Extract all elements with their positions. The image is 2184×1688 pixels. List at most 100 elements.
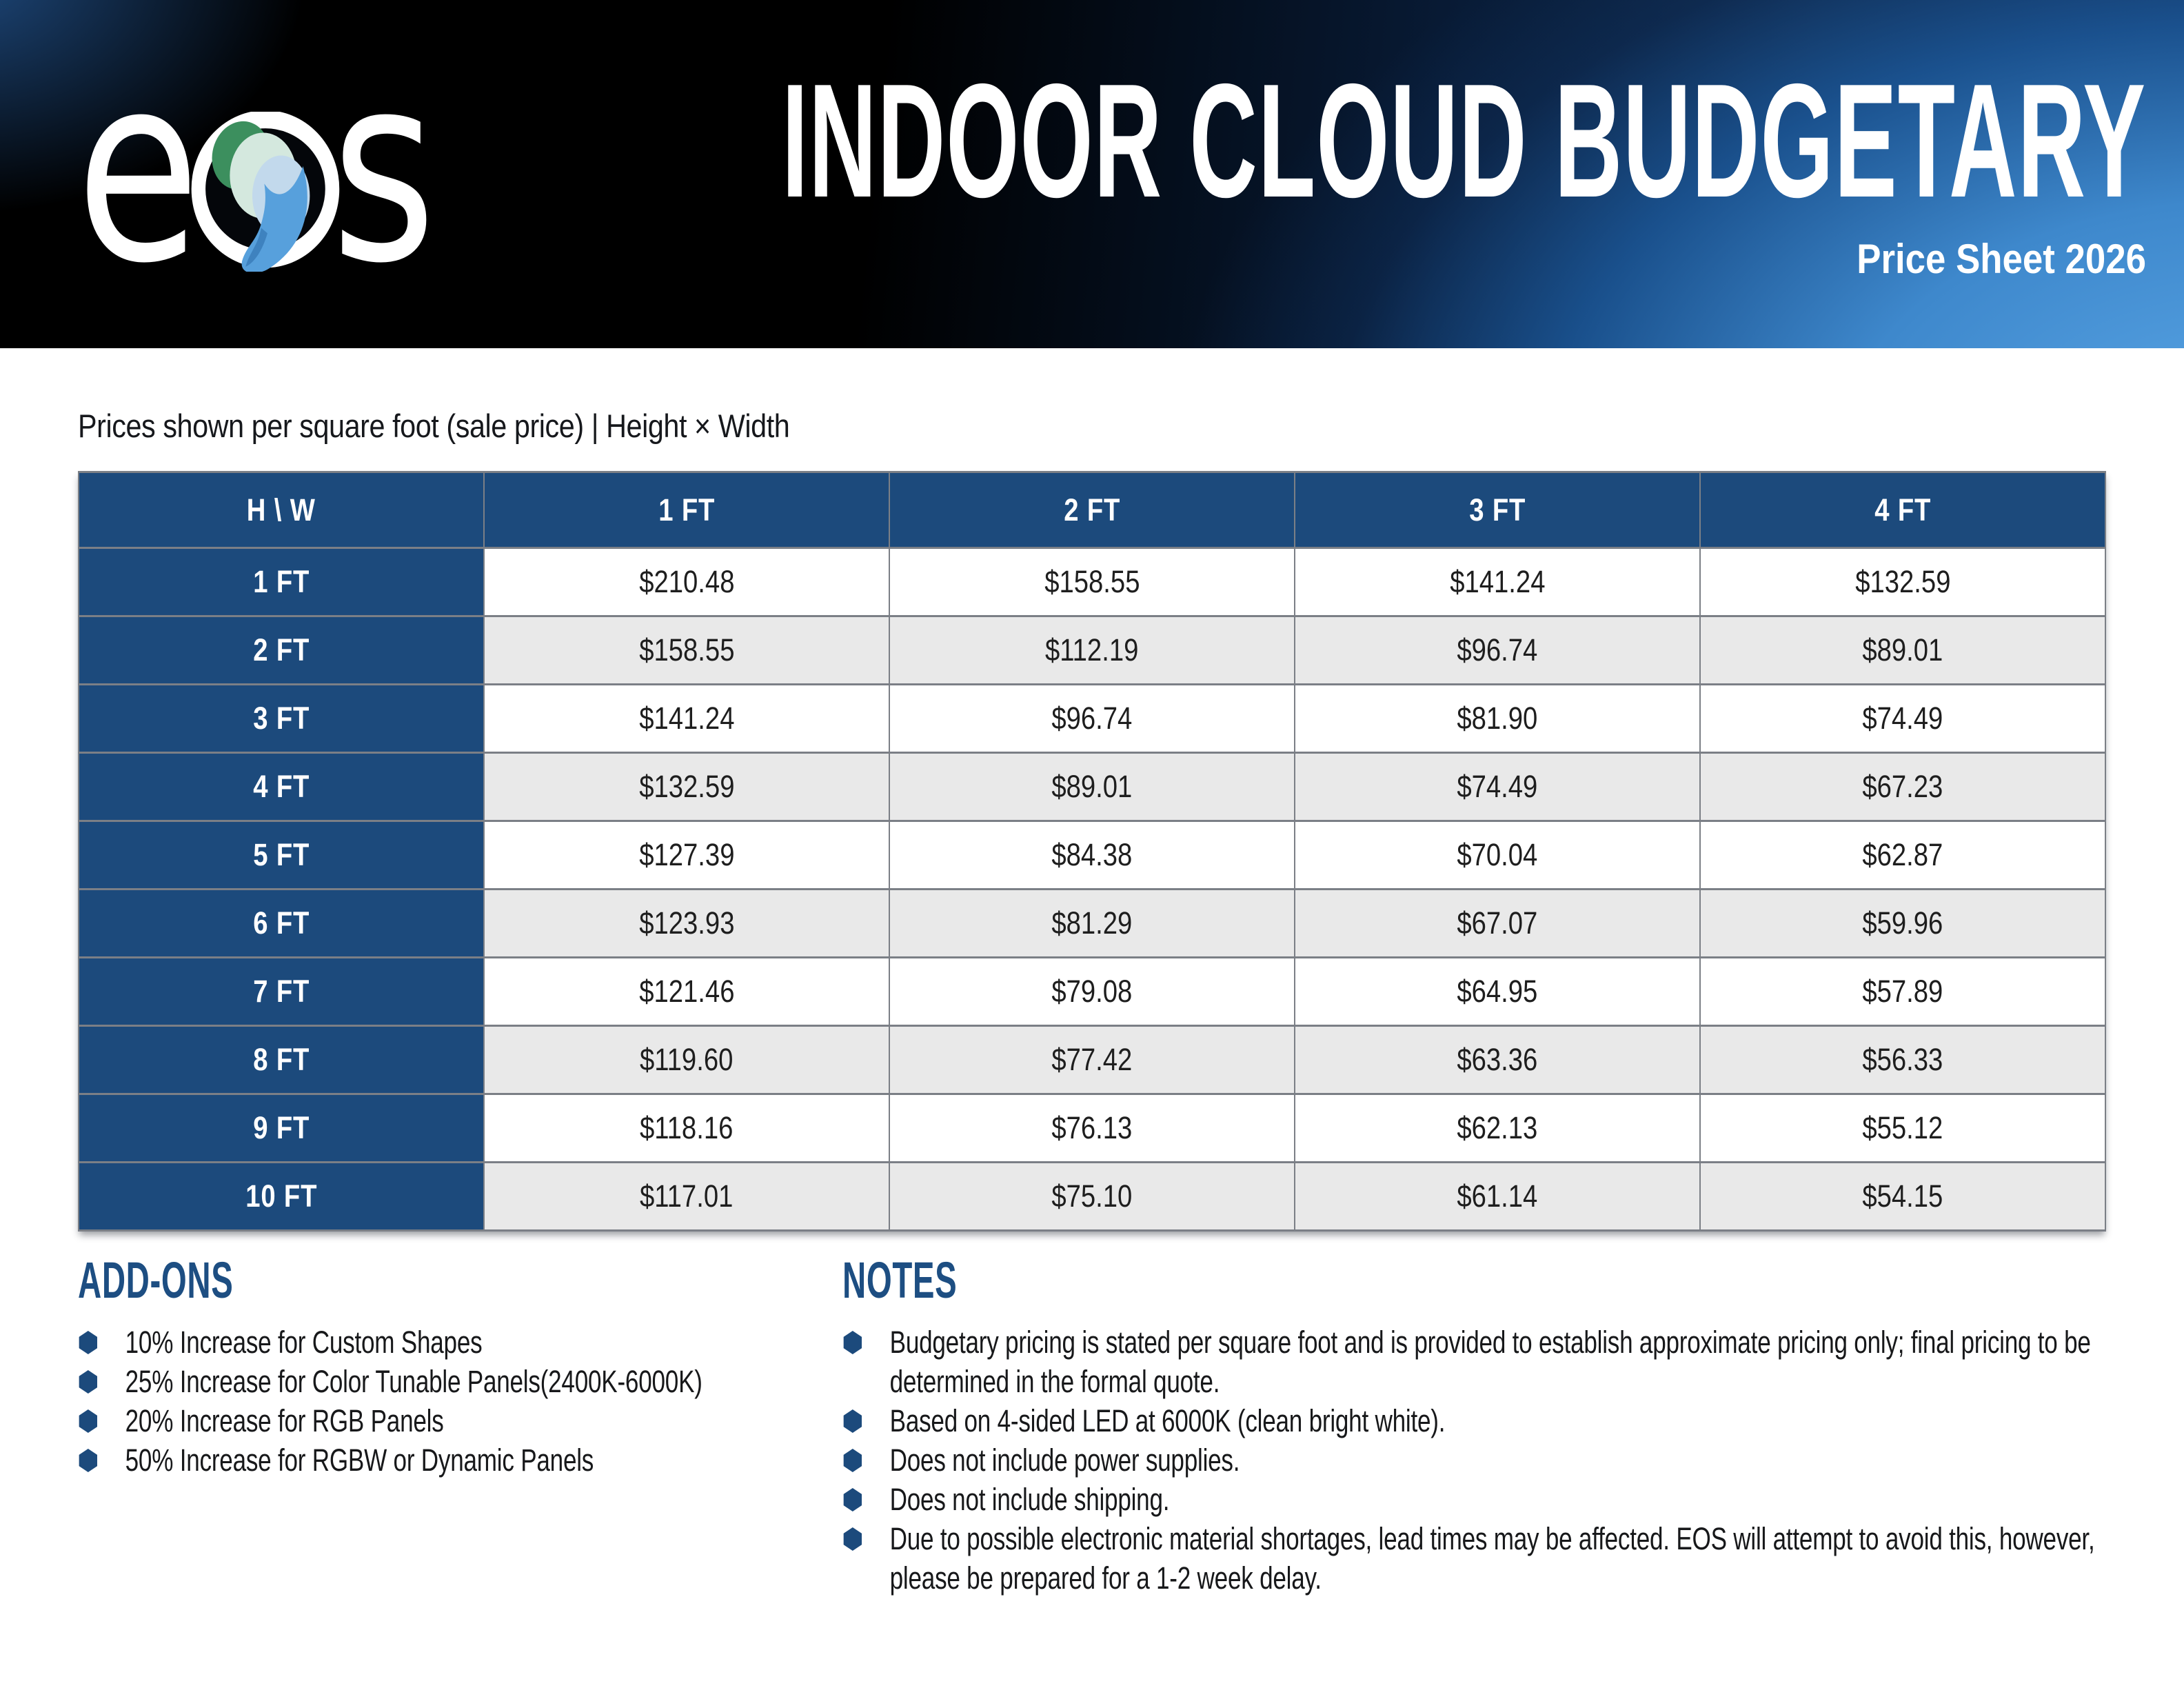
- table-row: 7 FT $121.46 $79.08 $64.95 $57.89: [78, 956, 2106, 1027]
- note-item-text: Does not include power supplies.: [889, 1443, 1240, 1478]
- row-header-cell: 4 FT: [78, 752, 485, 822]
- price-value: $77.42: [1051, 1042, 1133, 1077]
- note-item: Due to possible electronic material shor…: [842, 1519, 2125, 1598]
- price-value: $64.95: [1457, 974, 1538, 1009]
- table-row: 2 FT $158.55 $112.19 $96.74 $89.01: [78, 615, 2106, 685]
- addons-list: 10% Increase for Custom Shapes 25% Increa…: [78, 1323, 992, 1480]
- price-value: $118.16: [640, 1110, 734, 1145]
- addon-item-text: 25% Increase for Color Tunable Panels(24…: [125, 1364, 702, 1399]
- price-cell: $62.13: [1294, 1093, 1701, 1163]
- price-cell: $59.96: [1699, 888, 2106, 958]
- note-item-text: Budgetary pricing is stated per square f…: [889, 1325, 2091, 1399]
- price-value: $74.49: [1862, 701, 1943, 736]
- note-item-text: Based on 4-sided LED at 6000K (clean bri…: [889, 1403, 1446, 1438]
- price-value: $81.90: [1457, 701, 1538, 736]
- price-value: $132.59: [638, 769, 735, 804]
- price-cell: $75.10: [889, 1161, 1295, 1232]
- column-header-cell: 4 FT: [1699, 471, 2106, 549]
- eos-globe-icon: [191, 112, 340, 272]
- table-row: 6 FT $123.93 $81.29 $67.07 $59.96: [78, 888, 2106, 958]
- row-header-label: 3 FT: [252, 701, 310, 736]
- price-value: $55.12: [1862, 1110, 1943, 1145]
- row-header-label: 1 FT: [252, 564, 310, 599]
- price-value: $96.74: [1457, 632, 1538, 667]
- price-cell: $84.38: [889, 820, 1295, 890]
- price-value: $74.49: [1457, 769, 1538, 804]
- price-value: $62.13: [1457, 1110, 1538, 1145]
- corner-header-label: H \ W: [247, 492, 316, 528]
- table-row: 10 FT $117.01 $75.10 $61.14 $54.15: [78, 1161, 2106, 1232]
- column-header-label: 4 FT: [1874, 492, 1932, 528]
- price-cell: $62.87: [1699, 820, 2106, 890]
- price-cell: $141.24: [483, 683, 890, 754]
- price-cell: $81.90: [1294, 683, 1701, 754]
- row-header-cell: 8 FT: [78, 1025, 485, 1095]
- price-cell: $89.01: [1699, 615, 2106, 685]
- price-cell: $121.46: [483, 956, 890, 1027]
- price-value: $75.10: [1051, 1178, 1133, 1214]
- price-cell: $96.74: [889, 683, 1295, 754]
- column-header-label: 2 FT: [1063, 492, 1121, 528]
- price-cell: $70.04: [1294, 820, 1701, 890]
- price-value: $127.39: [638, 837, 735, 872]
- price-cell: $158.55: [483, 615, 890, 685]
- price-cell: $132.59: [483, 752, 890, 822]
- note-item: Does not include power supplies.: [842, 1440, 2125, 1480]
- hexagon-bullet-icon: [79, 1331, 98, 1354]
- price-value: $70.04: [1457, 837, 1538, 872]
- hero-banner: e s INDOOR CLOUD BUDGETARY Price Sheet 2…: [0, 0, 2184, 348]
- hexagon-bullet-icon: [79, 1370, 98, 1394]
- table-row: 9 FT $118.16 $76.13 $62.13 $55.12: [78, 1093, 2106, 1163]
- table-header-row: H \ W 1 FT 2 FT 3 FT 4 FT: [78, 471, 2106, 549]
- row-header-label: 7 FT: [252, 974, 310, 1009]
- column-header-cell: 1 FT: [483, 471, 890, 549]
- row-header-cell: 2 FT: [78, 615, 485, 685]
- note-item: Based on 4-sided LED at 6000K (clean bri…: [842, 1401, 2125, 1440]
- price-value: $79.08: [1051, 974, 1133, 1009]
- price-value: $121.46: [638, 974, 735, 1009]
- price-value: $89.01: [1051, 769, 1133, 804]
- price-cell: $158.55: [889, 547, 1295, 617]
- price-table: H \ W 1 FT 2 FT 3 FT 4 FT 1 FT $210.48 $158.5…: [78, 471, 2106, 1232]
- logo-letter-e: e: [81, 112, 200, 272]
- row-header-cell: 5 FT: [78, 820, 485, 890]
- price-cell: $79.08: [889, 956, 1295, 1027]
- price-value: $141.24: [638, 701, 735, 736]
- notes-title: NOTES: [842, 1252, 958, 1309]
- price-value: $210.48: [638, 564, 735, 599]
- price-cell: $74.49: [1294, 752, 1701, 822]
- price-cell: $74.49: [1699, 683, 2106, 754]
- price-cell: $61.14: [1294, 1161, 1701, 1232]
- price-cell: $112.19: [889, 615, 1295, 685]
- row-header-cell: 7 FT: [78, 956, 485, 1027]
- notes-list: Budgetary pricing is stated per square f…: [842, 1323, 2125, 1598]
- addon-item: 10% Increase for Custom Shapes: [78, 1323, 992, 1362]
- price-value: $112.19: [1045, 632, 1139, 667]
- note-item: Budgetary pricing is stated per square f…: [842, 1323, 2125, 1401]
- eos-logo: e s: [81, 112, 436, 272]
- row-header-label: 2 FT: [252, 632, 310, 667]
- price-cell: $132.59: [1699, 547, 2106, 617]
- row-header-cell: 3 FT: [78, 683, 485, 754]
- hexagon-bullet-icon: [843, 1449, 862, 1472]
- price-cell: $81.29: [889, 888, 1295, 958]
- row-header-label: 6 FT: [252, 905, 310, 941]
- hexagon-bullet-icon: [79, 1409, 98, 1433]
- price-cell: $118.16: [483, 1093, 890, 1163]
- price-value: $67.07: [1457, 905, 1538, 941]
- price-value: $56.33: [1862, 1042, 1943, 1077]
- note-item: Does not include shipping.: [842, 1480, 2125, 1519]
- row-header-cell: 10 FT: [78, 1161, 485, 1232]
- column-header-cell: 2 FT: [889, 471, 1295, 549]
- price-value: $158.55: [638, 632, 735, 667]
- hexagon-bullet-icon: [843, 1331, 862, 1354]
- note-item-text: Does not include shipping.: [889, 1482, 1170, 1517]
- column-header-label: 1 FT: [658, 492, 716, 528]
- row-header-label: 5 FT: [252, 837, 310, 872]
- hexagon-bullet-icon: [843, 1527, 862, 1551]
- price-value: $81.29: [1051, 905, 1133, 941]
- table-row: 5 FT $127.39 $84.38 $70.04 $62.87: [78, 820, 2106, 890]
- row-header-cell: 9 FT: [78, 1093, 485, 1163]
- addons-section: ADD-ONS 10% Increase for Custom Shapes 25…: [78, 1255, 1078, 1480]
